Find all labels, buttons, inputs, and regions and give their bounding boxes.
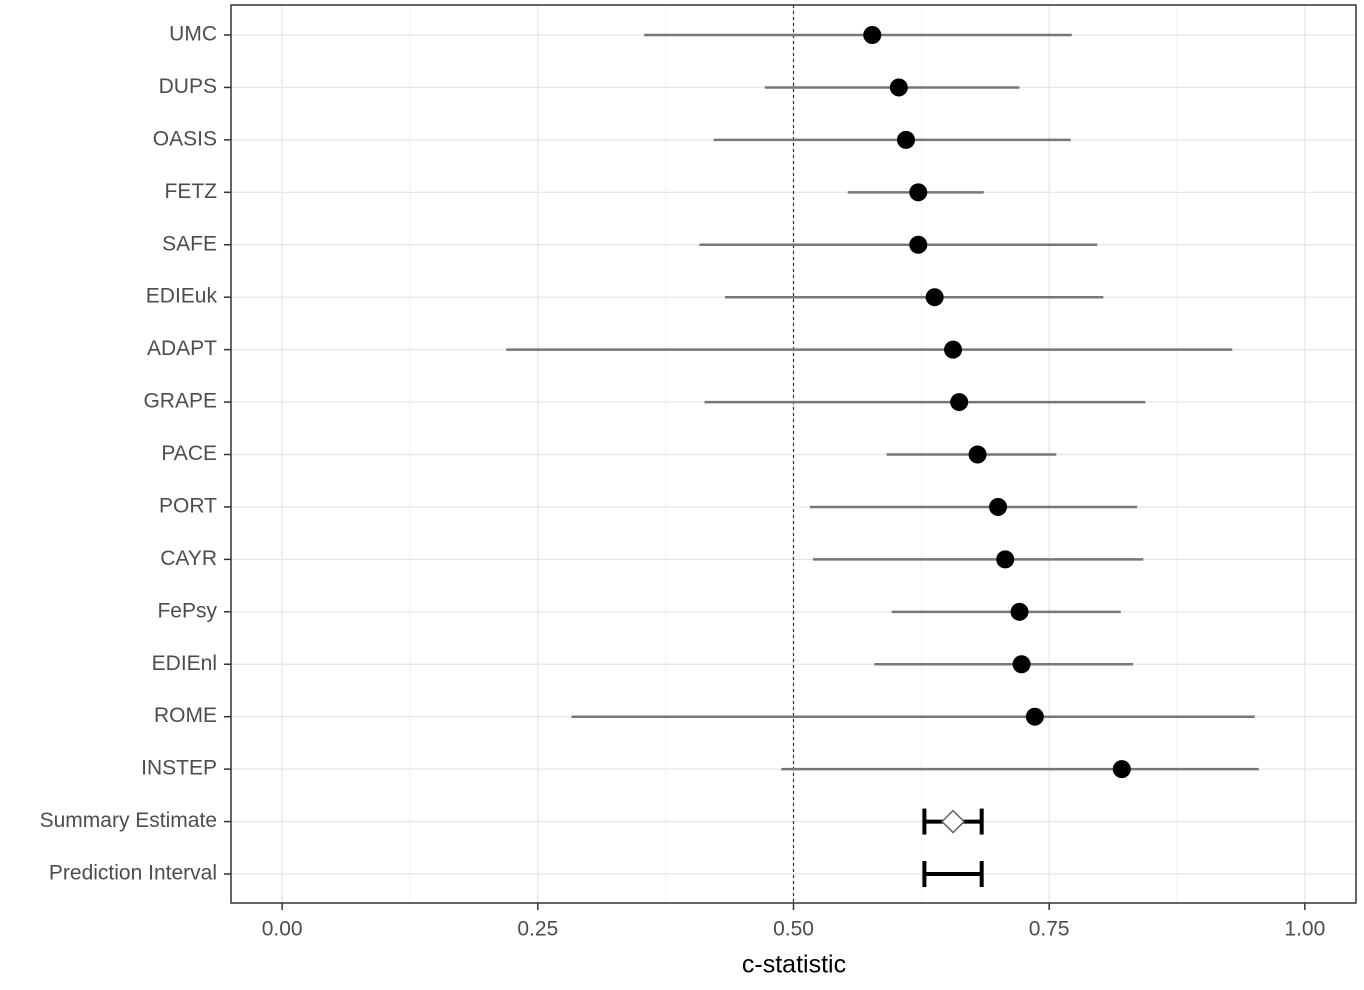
- y-tick-label: Prediction Interval: [49, 862, 217, 885]
- x-tick-label: 0.25: [517, 918, 558, 941]
- point-estimate: [944, 340, 963, 359]
- point-estimate: [909, 235, 928, 254]
- x-tick-label: 0.50: [773, 918, 814, 941]
- point-estimate: [1025, 707, 1044, 726]
- y-tick-label: ROME: [154, 704, 217, 727]
- point-estimate: [1010, 602, 1029, 621]
- y-tick-label: ADAPT: [147, 337, 217, 360]
- y-tick-label: FePsy: [157, 599, 217, 622]
- y-tick-label: PACE: [161, 442, 217, 465]
- summary-estimate: [940, 809, 966, 834]
- point-estimate: [897, 130, 915, 149]
- y-tick-label: INSTEP: [141, 757, 217, 780]
- point-estimate: [1012, 655, 1031, 674]
- y-tick-label: PORT: [159, 494, 217, 517]
- x-axis-title: c-statistic: [742, 951, 846, 979]
- y-tick-label: GRAPE: [143, 390, 217, 413]
- point-estimate: [1112, 760, 1131, 779]
- y-tick-label: Summary Estimate: [40, 809, 217, 832]
- point-estimate: [863, 26, 882, 44]
- y-tick-label: EDIEuk: [146, 285, 218, 308]
- point-estimate: [989, 497, 1008, 516]
- x-tick-label: 1.00: [1284, 918, 1325, 941]
- plot-layer: [231, 5, 1356, 903]
- y-tick-label: CAYR: [160, 547, 217, 570]
- y-tick-label: OASIS: [153, 127, 217, 150]
- point-estimate: [925, 288, 944, 307]
- y-tick-label: EDIEnl: [152, 652, 217, 675]
- y-tick-label: UMC: [169, 23, 217, 46]
- point-estimate: [909, 183, 928, 202]
- point-estimate: [950, 393, 969, 412]
- point-estimate: [889, 78, 908, 97]
- y-tick-label: DUPS: [159, 75, 217, 98]
- y-tick-label: SAFE: [162, 232, 217, 255]
- point-estimate: [996, 550, 1015, 569]
- x-tick-label: 0.75: [1029, 918, 1070, 941]
- point-estimate: [968, 445, 987, 464]
- y-tick-label: FETZ: [165, 180, 218, 203]
- x-tick-label: 0.00: [262, 918, 303, 941]
